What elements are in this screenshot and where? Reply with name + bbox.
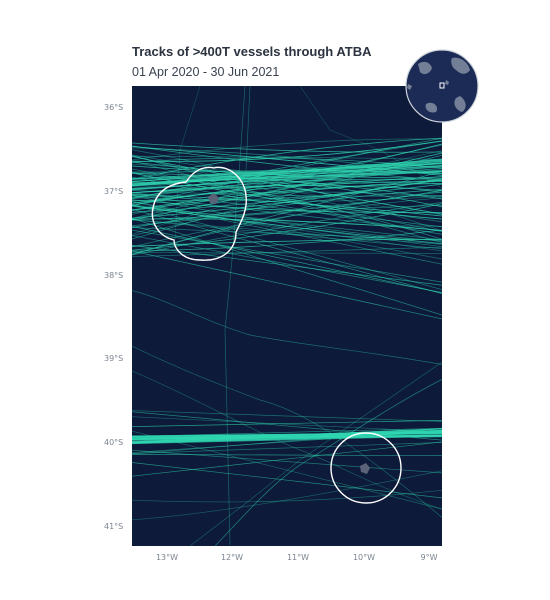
lon-tick-label: 12°W [220,553,244,562]
lat-tick-label: 37°S [104,187,124,196]
lat-tick-label: 39°S [104,354,124,363]
vessel-track [132,140,442,200]
vessel-track [132,183,442,211]
vessel-track [132,194,442,202]
vessel-track [132,183,442,202]
vessel-track [132,166,442,190]
inset-extent-marker [439,82,445,89]
vessel-track [132,142,442,153]
vessel-track [189,361,442,546]
vessel-track [132,410,442,422]
vessel-track [132,441,442,477]
vessel-track [132,435,442,438]
vessel-track [132,219,442,245]
vessel-track [132,191,442,255]
vessel-track [132,145,442,181]
vessel-track [245,86,251,171]
lon-tick-label: 9°W [420,553,438,562]
vessel-track [132,470,442,521]
vessel-track [132,428,442,444]
vessel-track [132,178,442,198]
vessel-track [132,178,442,219]
vessel-track [132,155,442,216]
vessel-track [132,229,442,283]
vessel-track [132,140,442,162]
vessel-track [132,462,442,499]
vessel-track [132,159,442,185]
vessel-track [132,149,442,232]
vessel-track [132,235,442,293]
vessel-track [132,199,442,213]
lat-tick-label: 41°S [104,522,124,531]
vessel-track [132,430,442,454]
vessel-track [132,219,442,250]
vessel-track [132,370,442,510]
vessel-track [214,379,442,546]
vessel-track [132,411,442,441]
vessel-track [132,430,442,510]
vessel-track [224,86,246,546]
island-north [208,193,219,204]
vessel-track [132,188,442,228]
lon-tick-label: 11°W [286,553,310,562]
atba-boundary-north [151,166,248,261]
vessel-track [132,225,442,294]
vessel-track [132,428,442,455]
vessel-track [132,427,442,437]
vessel-track [132,489,442,503]
vessel-track [132,238,442,247]
vessel-track [132,218,442,316]
vessel-track [132,172,442,200]
vessel-track [132,245,442,286]
vessel-track [132,203,442,251]
lat-tick-label: 40°S [104,438,124,447]
vessel-track [132,290,442,365]
vessel-tracks [132,86,442,546]
vessel-track [132,420,442,428]
vessel-track [132,201,442,265]
vessel-track [132,205,442,241]
vessel-track [132,449,442,474]
vessel-track [299,86,442,189]
vessel-track [132,345,442,518]
vessel-track [132,205,442,248]
island-south [360,463,370,474]
vessel-track [132,137,442,180]
vessel-track [132,200,442,260]
vessel-track [132,138,442,161]
vessel-track [174,86,201,241]
vessel-track [132,155,442,160]
vessel-track [132,218,442,231]
lon-tick-label: 13°W [155,553,179,562]
lat-tick-label: 36°S [104,103,124,112]
vessel-track [132,176,442,194]
vessel-track [132,250,442,320]
lat-tick-label: 38°S [104,271,124,280]
vessel-track [132,227,442,241]
vessel-track [132,435,442,445]
vessel-track [132,202,442,256]
map-subtitle: 01 Apr 2020 - 30 Jun 2021 [132,65,280,79]
inset-globe [405,49,479,123]
vessel-track [132,416,442,433]
map-title: Tracks of >400T vessels through ATBA [132,44,372,59]
vessel-track [132,197,442,248]
vessel-track [132,194,442,232]
atba-boundary-south [330,432,402,504]
vessel-track [132,179,442,211]
vessel-track [132,180,442,237]
vessel-track [132,204,442,252]
vessel-track [132,252,442,254]
vessel-track [132,454,442,457]
vessel-track [132,203,442,290]
vessel-track [132,192,442,228]
lon-tick-label: 10°W [352,553,376,562]
vessel-track [132,152,442,221]
vessel-track [132,204,442,227]
